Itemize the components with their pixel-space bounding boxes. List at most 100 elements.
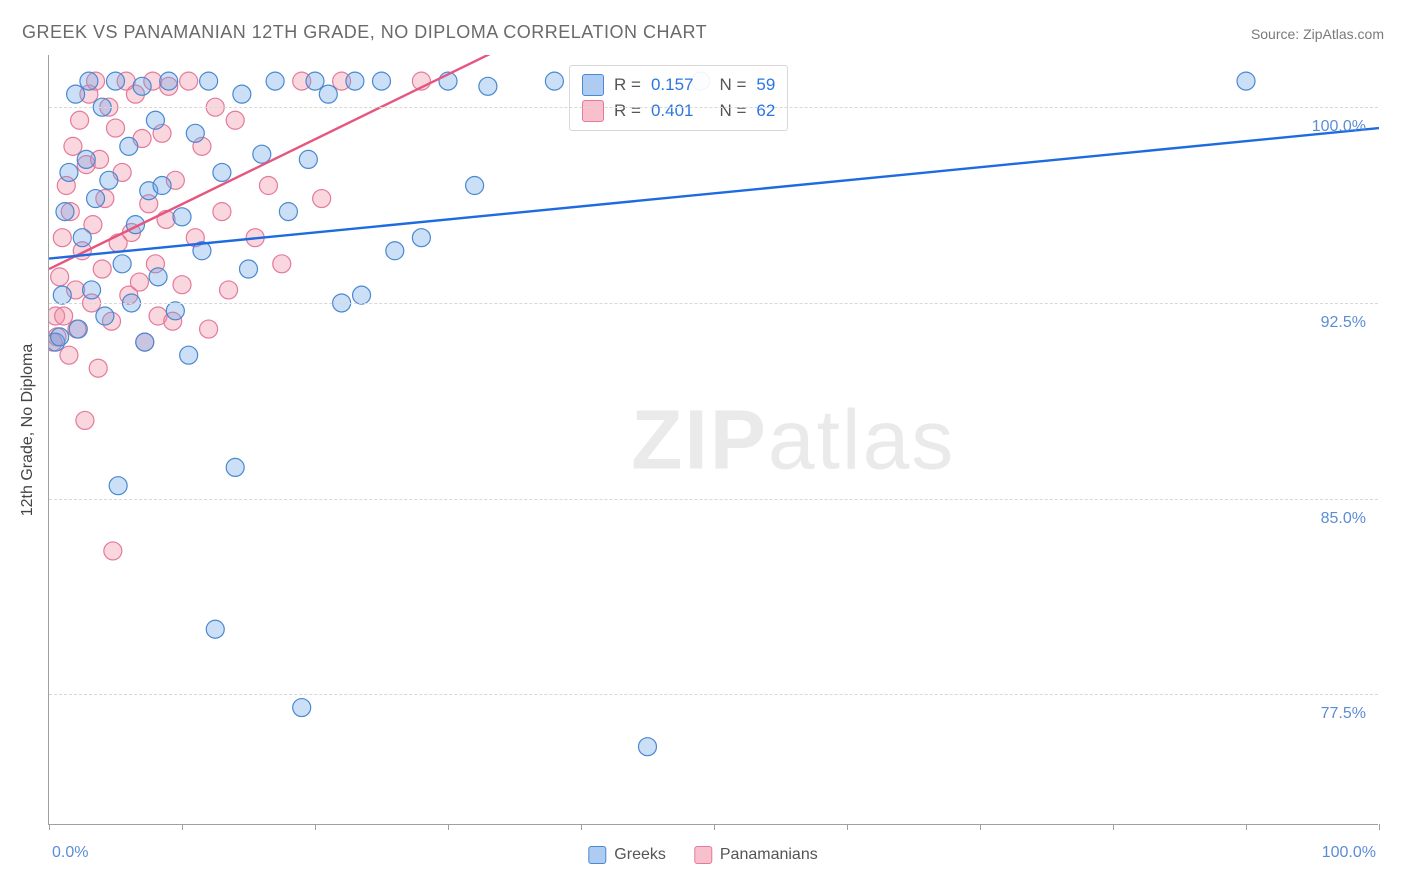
y-tick-label: 92.5%: [1321, 314, 1366, 332]
data-point: [77, 150, 95, 168]
gridline: [49, 694, 1378, 695]
n-label: N =: [719, 75, 746, 95]
y-axis-label: 12th Grade, No Diploma: [19, 344, 37, 517]
series-legend: Greeks Panamanians: [588, 846, 817, 864]
data-point: [479, 77, 497, 95]
data-point: [373, 72, 391, 90]
x-tick: [1379, 824, 1380, 830]
data-point: [73, 229, 91, 247]
data-point: [240, 260, 258, 278]
data-point: [71, 111, 89, 129]
data-point: [293, 699, 311, 717]
source-attribution: Source: ZipAtlas.com: [1251, 26, 1384, 42]
gridline: [49, 499, 1378, 500]
data-point: [466, 177, 484, 195]
data-point: [76, 411, 94, 429]
x-tick: [315, 824, 316, 830]
data-point: [120, 137, 138, 155]
n-label: N =: [719, 101, 746, 121]
data-point: [386, 242, 404, 260]
data-point: [180, 346, 198, 364]
data-point: [153, 177, 171, 195]
y-tick-label: 100.0%: [1312, 118, 1366, 136]
data-point: [160, 72, 178, 90]
data-point: [51, 328, 69, 346]
data-point: [226, 458, 244, 476]
data-point: [266, 72, 284, 90]
data-point: [206, 620, 224, 638]
data-point: [113, 255, 131, 273]
data-point: [412, 229, 430, 247]
data-point: [306, 72, 324, 90]
swatch-pink-icon: [582, 100, 604, 122]
plot-area: ZIPatlas R = 0.157 N = 59 R = 0.401 N = …: [48, 55, 1378, 825]
x-tick: [182, 824, 183, 830]
data-point: [96, 307, 114, 325]
legend-item-panamanians: Panamanians: [694, 846, 818, 864]
x-tick: [847, 824, 848, 830]
data-point: [53, 229, 71, 247]
data-point: [259, 177, 277, 195]
data-point: [353, 286, 371, 304]
swatch-blue-icon: [588, 846, 606, 864]
data-point: [107, 72, 125, 90]
n-value-greeks: 59: [756, 75, 775, 95]
x-tick: [980, 824, 981, 830]
data-point: [166, 302, 184, 320]
data-point: [56, 203, 74, 221]
data-point: [313, 190, 331, 208]
x-tick: [714, 824, 715, 830]
data-point: [83, 281, 101, 299]
data-point: [107, 119, 125, 137]
data-point: [55, 307, 73, 325]
swatch-pink-icon: [694, 846, 712, 864]
legend-label-panamanians: Panamanians: [720, 846, 818, 864]
x-tick: [1246, 824, 1247, 830]
data-point: [319, 85, 337, 103]
trend-line: [49, 128, 1379, 259]
data-point: [299, 150, 317, 168]
r-value-greeks: 0.157: [651, 75, 694, 95]
data-point: [279, 203, 297, 221]
data-point: [220, 281, 238, 299]
data-point: [233, 85, 251, 103]
legend-label-greeks: Greeks: [614, 846, 666, 864]
data-point: [200, 320, 218, 338]
data-point: [87, 190, 105, 208]
data-point: [213, 163, 231, 181]
data-point: [109, 477, 127, 495]
r-label: R =: [614, 75, 641, 95]
data-point: [173, 276, 191, 294]
x-tick: [1113, 824, 1114, 830]
data-point: [69, 320, 87, 338]
data-point: [104, 542, 122, 560]
data-point: [51, 268, 69, 286]
correlation-legend: R = 0.157 N = 59 R = 0.401 N = 62: [569, 65, 788, 131]
gridline: [49, 303, 1378, 304]
data-point: [130, 273, 148, 291]
x-tick: [581, 824, 582, 830]
data-point: [226, 111, 244, 129]
y-tick-label: 85.0%: [1321, 510, 1366, 528]
data-point: [60, 163, 78, 181]
data-point: [200, 72, 218, 90]
legend-item-greeks: Greeks: [588, 846, 666, 864]
gridline: [49, 107, 1378, 108]
data-point: [133, 77, 151, 95]
data-point: [89, 359, 107, 377]
x-tick: [448, 824, 449, 830]
data-point: [1237, 72, 1255, 90]
data-point: [136, 333, 154, 351]
scatter-svg: [49, 55, 1379, 825]
data-point: [100, 171, 118, 189]
y-tick-label: 77.5%: [1321, 705, 1366, 723]
data-point: [64, 137, 82, 155]
data-point: [639, 738, 657, 756]
x-axis-origin-label: 0.0%: [52, 844, 88, 862]
x-tick: [49, 824, 50, 830]
data-point: [146, 111, 164, 129]
data-point: [545, 72, 563, 90]
data-point: [273, 255, 291, 273]
data-point: [60, 346, 78, 364]
data-point: [67, 85, 85, 103]
